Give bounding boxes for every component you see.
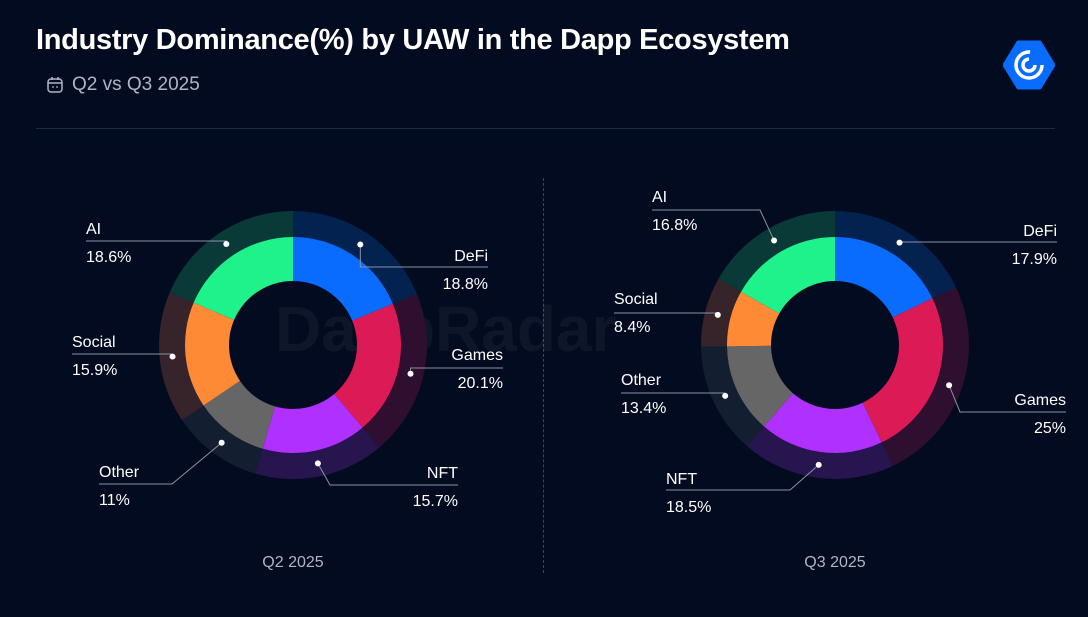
leader-line-nft bbox=[317, 463, 458, 486]
label-dot-ai bbox=[223, 241, 230, 248]
leader-line-ai bbox=[652, 209, 775, 241]
value-label-defi: 17.9% bbox=[1012, 251, 1057, 268]
leader-line-ai bbox=[86, 240, 227, 245]
chart-caption: Q2 2025 bbox=[262, 554, 323, 571]
outer-slice-defi bbox=[293, 210, 417, 304]
value-label-other: 11% bbox=[99, 492, 130, 509]
leader-line-games bbox=[948, 385, 1066, 413]
category-label-ai: AI bbox=[86, 221, 101, 238]
outer-slice-other bbox=[182, 405, 263, 474]
slice-nft[interactable] bbox=[764, 393, 882, 453]
outer-slice-other bbox=[701, 346, 765, 447]
outer-slice-ai bbox=[718, 211, 835, 292]
slice-nft[interactable] bbox=[262, 393, 363, 453]
page-title: Industry Dominance(%) by UAW in the Dapp… bbox=[36, 24, 790, 56]
chart-caption: Q3 2025 bbox=[804, 554, 865, 571]
outer-slice-social bbox=[701, 278, 742, 347]
label-dot-ai bbox=[771, 237, 778, 244]
category-label-games: Games bbox=[451, 347, 503, 364]
outer-slice-social bbox=[159, 292, 204, 421]
value-label-games: 20.1% bbox=[458, 375, 503, 392]
outer-slice-games bbox=[881, 287, 969, 466]
value-label-games: 25% bbox=[1034, 420, 1066, 437]
outer-slice-ai bbox=[169, 211, 293, 303]
leader-line-other bbox=[99, 442, 222, 485]
slice-other[interactable] bbox=[727, 345, 793, 427]
label-dot-social bbox=[169, 353, 176, 360]
value-label-nft: 15.7% bbox=[413, 493, 458, 510]
category-label-nft: NFT bbox=[666, 471, 697, 488]
value-label-other: 13.4% bbox=[621, 400, 666, 417]
category-label-nft: NFT bbox=[427, 465, 458, 482]
category-label-social: Social bbox=[614, 291, 658, 308]
value-label-defi: 18.8% bbox=[443, 276, 488, 293]
outer-slice-nft bbox=[255, 427, 380, 479]
outer-slice-games bbox=[362, 293, 427, 448]
leader-line-other bbox=[621, 392, 726, 396]
label-dot-defi bbox=[896, 239, 903, 246]
value-label-nft: 18.5% bbox=[666, 499, 711, 516]
category-label-games: Games bbox=[1014, 392, 1066, 409]
label-dot-games bbox=[407, 370, 414, 377]
header-divider bbox=[36, 128, 1055, 129]
label-dot-games bbox=[946, 382, 953, 389]
leader-line-defi bbox=[899, 241, 1057, 243]
category-label-defi: DeFi bbox=[1023, 223, 1057, 240]
watermark: DappRadar bbox=[275, 293, 617, 365]
category-label-other: Other bbox=[99, 464, 140, 481]
slice-social[interactable] bbox=[185, 302, 240, 406]
category-label-social: Social bbox=[72, 334, 116, 351]
donut-chart-1: DeFi 18.8% Games 20.1% NFT 15.7% Other 11% Socia… bbox=[72, 210, 503, 571]
leader-line-nft bbox=[666, 464, 820, 491]
label-dot-nft bbox=[314, 460, 321, 467]
leader-line-social bbox=[614, 312, 719, 315]
subtitle: Q2 vs Q3 2025 bbox=[46, 74, 200, 96]
leader-line-defi bbox=[359, 244, 488, 268]
slice-games[interactable] bbox=[862, 298, 943, 443]
slice-games[interactable] bbox=[334, 303, 401, 428]
value-label-ai: 18.6% bbox=[86, 249, 131, 266]
label-dot-other bbox=[218, 439, 225, 446]
value-label-social: 15.9% bbox=[72, 362, 117, 379]
value-label-ai: 16.8% bbox=[652, 217, 697, 234]
outer-slice-nft bbox=[747, 426, 893, 479]
calendar-icon bbox=[47, 77, 63, 93]
slice-defi[interactable] bbox=[293, 237, 393, 321]
dappradar-logo bbox=[1002, 40, 1056, 95]
slice-ai[interactable] bbox=[741, 237, 835, 314]
slice-social[interactable] bbox=[727, 291, 780, 347]
subtitle-text: Q2 vs Q3 2025 bbox=[72, 74, 200, 95]
leader-line-social bbox=[72, 353, 174, 357]
outer-slice-defi bbox=[835, 211, 956, 299]
category-label-ai: AI bbox=[652, 189, 667, 206]
label-dot-other bbox=[722, 392, 729, 399]
value-label-social: 8.4% bbox=[614, 319, 650, 336]
label-dot-social bbox=[714, 311, 721, 318]
donut-chart-2: DeFi 17.9% Games 25% NFT 18.5% Other 13.4% Socia… bbox=[614, 189, 1066, 571]
label-dot-defi bbox=[357, 241, 364, 248]
chart-divider bbox=[543, 178, 544, 573]
category-label-defi: DeFi bbox=[454, 248, 488, 265]
slice-defi[interactable] bbox=[835, 237, 933, 318]
category-label-other: Other bbox=[621, 372, 662, 389]
label-dot-nft bbox=[815, 461, 822, 468]
slice-other[interactable] bbox=[203, 380, 275, 449]
slice-ai[interactable] bbox=[193, 237, 293, 320]
